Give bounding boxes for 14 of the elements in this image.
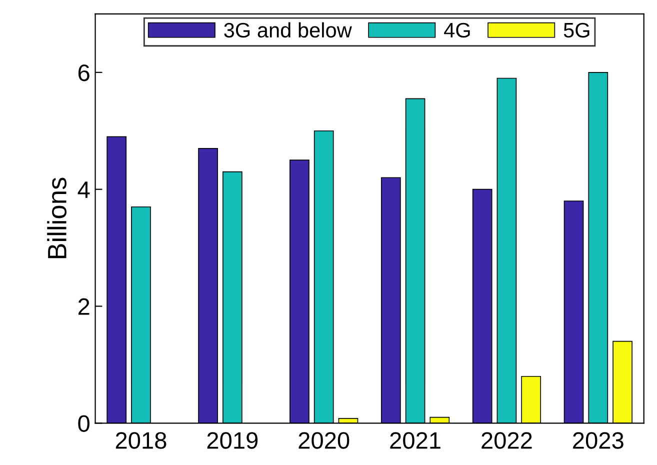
y-tick-label: 2 — [78, 298, 90, 315]
legend-label: 5G — [564, 22, 590, 38]
x-tick-label: 2021 — [390, 432, 440, 449]
x-tick-label: 2022 — [482, 432, 532, 449]
y-tick-label: 0 — [78, 415, 90, 432]
legend-label: 4G — [444, 22, 470, 38]
legend-label: 3G and below — [224, 22, 352, 38]
x-tick-label: 2018 — [116, 432, 166, 449]
x-tick-label: 2023 — [573, 432, 624, 449]
x-tick-label: 2019 — [207, 432, 258, 449]
y-tick-label: 4 — [78, 182, 90, 198]
y-tick-label: 6 — [78, 64, 90, 82]
x-tick-label: 2020 — [298, 432, 350, 449]
y-axis-title: Billions — [47, 178, 66, 258]
